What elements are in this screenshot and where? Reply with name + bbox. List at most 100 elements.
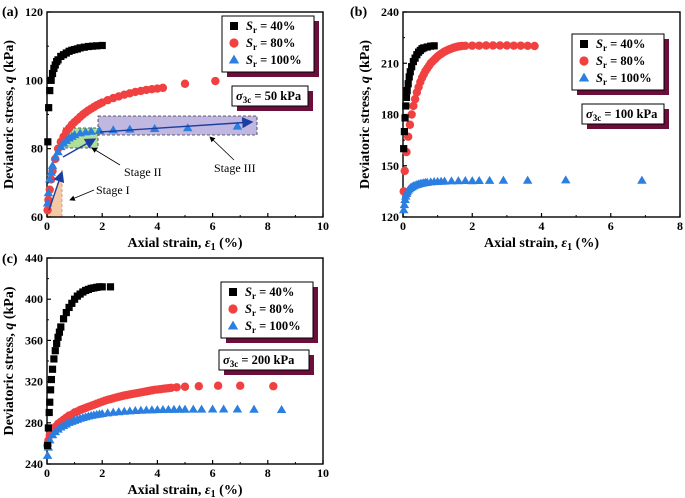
y-tick-label: 80 [31, 142, 43, 156]
y-tick-label: 280 [25, 416, 43, 430]
panel-label-b: (b) [350, 5, 367, 20]
data-point [47, 76, 55, 84]
data-point [404, 80, 412, 88]
label-box [581, 103, 665, 125]
legend-label: Sr = 40% [245, 285, 294, 301]
data-point [46, 86, 54, 95]
data-point [86, 126, 96, 135]
data-point [45, 408, 53, 417]
data-point [47, 375, 56, 384]
data-point [50, 152, 61, 161]
stage-ii-label: Stage II [124, 165, 162, 179]
data-point [474, 41, 484, 50]
data-point [484, 175, 495, 184]
data-series-group [42, 283, 287, 459]
y-axis-label: Deviatoric stress, q (kPa) [2, 286, 17, 435]
data-point [50, 355, 58, 363]
data-point [522, 175, 533, 184]
data-point [439, 176, 450, 185]
data-point [232, 121, 243, 130]
legend-label: Sr = 80% [246, 36, 295, 52]
legend-marker [579, 56, 589, 66]
series-square [44, 41, 106, 146]
y-tick-label: 100 [25, 73, 43, 87]
y-tick-label: 180 [381, 108, 399, 122]
label-box [231, 85, 309, 107]
confining-pressure-text: σ3c = 50 kPa [236, 89, 302, 105]
legend-marker [227, 320, 239, 330]
data-point [249, 404, 259, 413]
x-tick-label: 0 [44, 466, 50, 480]
x-axis-label: Axial strain, ε1 (%) [484, 236, 599, 253]
data-point [407, 110, 416, 119]
data-point [45, 104, 53, 112]
data-point [44, 424, 52, 432]
x-axis-label: Axial strain, ε1 (%) [128, 236, 243, 253]
y-tick-label: 120 [381, 210, 399, 224]
legend: Sr = 40%Sr = 80%Sr = 100% [220, 281, 318, 343]
legend-marker [578, 72, 590, 82]
legend-marker [229, 288, 237, 296]
data-series-group [398, 41, 647, 214]
data-point [180, 404, 190, 413]
data-point [232, 404, 243, 413]
legend-marker [228, 54, 240, 64]
y-tick-label: 240 [381, 5, 399, 19]
series-square [400, 42, 438, 153]
data-point [398, 205, 409, 214]
series-circle [399, 41, 539, 196]
data-point [498, 175, 509, 184]
data-point [481, 41, 491, 50]
stage-ii-pointer [91, 147, 121, 166]
legend-label: Sr = 100% [596, 71, 652, 87]
panel-c-chart: 0 2 4 6 8 10 240 280 320 360 400 440 Axial strain, ε… [2, 251, 329, 498]
data-point [44, 138, 52, 146]
legend: Sr = 40%Sr = 80%Sr = 100% [221, 15, 319, 77]
y-tick-label: 400 [25, 292, 43, 306]
data-point [45, 174, 55, 183]
legend-marker [230, 22, 238, 30]
data-point [196, 404, 207, 413]
data-point [213, 381, 223, 390]
data-point [488, 41, 498, 50]
data-point [65, 303, 73, 312]
data-point [401, 114, 409, 122]
data-point [530, 41, 539, 51]
data-point [211, 76, 220, 86]
data-point [402, 93, 411, 102]
data-point [42, 450, 53, 459]
x-tick-label: 4 [154, 466, 160, 480]
series-square [43, 283, 115, 450]
stage-i-label: Stage I [96, 183, 130, 197]
data-point [637, 175, 647, 184]
data-point [84, 42, 92, 51]
legend-label: Sr = 80% [596, 54, 645, 70]
data-point [460, 176, 471, 185]
data-point [183, 123, 193, 132]
data-point [46, 398, 54, 406]
data-point [48, 69, 57, 78]
y-axis-label: Deviatoric stress, q (kPa) [358, 40, 373, 189]
data-point [409, 101, 418, 111]
label-box [218, 349, 310, 371]
data-point [509, 41, 518, 50]
series-triangle [42, 404, 287, 459]
panel-label-a: (a) [2, 5, 19, 20]
stage-regions: Stage I Stage II Stage III [48, 117, 256, 211]
legend-label: Sr = 40% [596, 37, 645, 53]
confining-pressure-label: σ3c = 200 kPa [218, 349, 314, 375]
data-point [399, 200, 410, 209]
data-point [48, 365, 57, 373]
data-point [218, 404, 229, 413]
data-point [158, 83, 168, 93]
y-tick-label: 150 [381, 159, 399, 173]
data-point [172, 383, 181, 392]
confining-pressure-label: σ3c = 50 kPa [231, 85, 313, 111]
data-point [54, 333, 62, 341]
data-point [269, 382, 278, 391]
x-axis-label: Axial strain, ε1 (%) [128, 483, 243, 498]
data-point [408, 63, 416, 71]
y-tick-label: 440 [25, 251, 43, 265]
data-point [474, 176, 484, 185]
